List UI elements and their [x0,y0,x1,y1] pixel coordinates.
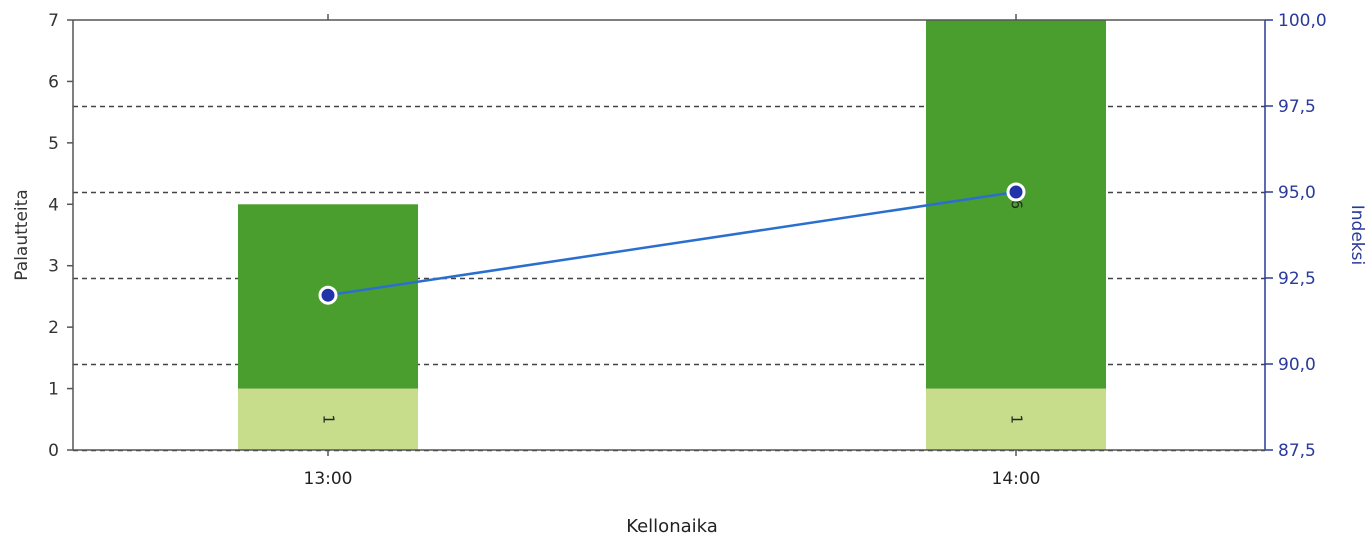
y-axis-right-label: Indeksi [1347,205,1367,265]
y-left-tick-label: 0 [48,441,59,461]
y-left-tick-label: 1 [48,380,59,400]
y-right-tick-label: 97,5 [1278,97,1316,117]
y-axis-left-label: Palautteita [12,189,32,280]
bars: 1316 [238,20,1106,450]
index-line-path [327,190,1017,297]
y-right-tick-label: 92,5 [1278,269,1316,289]
index-point [1006,182,1026,202]
plot-frame [72,19,1266,451]
y-left-tick-label: 7 [48,11,59,31]
bar-segment-label: 1 [320,415,338,425]
x-tick-label: 13:00 [304,469,353,489]
y-left-tick-label: 6 [48,72,59,92]
index-line [318,182,1026,305]
y-right-tick-label: 100,0 [1278,11,1327,31]
y-right-tick-label: 87,5 [1278,441,1316,461]
x-tick-label: 14:00 [992,469,1041,489]
axis-ticks: 0 1 2 3 4 5 6 7 87,5 90,0 92,5 95,0 97,5 100,0 13:00 14… [48,11,1327,489]
bar-segment-label: 6 [1008,200,1026,210]
y-right-tick-label: 95,0 [1278,183,1316,203]
bar-segment [926,388,1106,450]
y-left-tick-label: 5 [48,134,59,154]
bar-segment [238,388,418,450]
bar-segment-label: 1 [1008,415,1026,425]
bar-segment [926,20,1106,389]
y-right-tick-label: 90,0 [1278,355,1316,375]
y-left-tick-label: 3 [48,257,59,277]
y-left-tick-label: 2 [48,318,59,338]
y-left-tick-label: 4 [48,195,59,215]
index-point [318,285,338,305]
x-axis-label: Kellonaika [626,516,718,537]
